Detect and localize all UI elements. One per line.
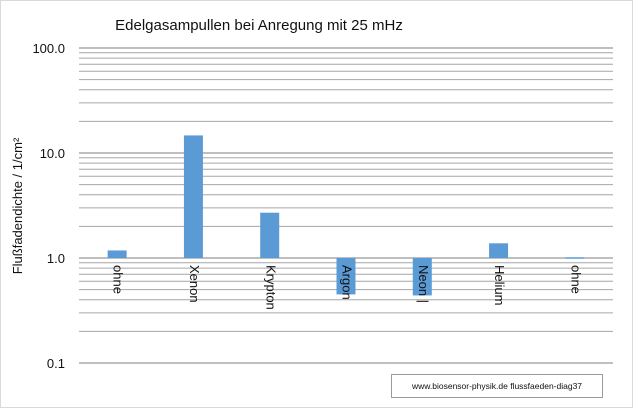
category-label: Xenon [187,265,202,303]
y-axis-label: Flußfadendichte / 1/cm² [10,137,25,274]
bar-2 [183,135,203,258]
bar-5 [412,258,432,296]
y-tick-label: 0.1 [47,356,65,371]
bar-4 [336,258,356,295]
category-label: ohne [111,265,126,294]
category-label: Neon | [416,265,431,303]
y-tick-label: 1.0 [47,251,65,266]
bar-6 [489,243,509,258]
bar-7 [565,257,585,259]
y-tick-labels: 100.0 10.0 1.0 0.1 [32,41,65,371]
source-note: www.biosensor-physik.de flussfaeden-diag… [391,374,603,398]
bars [107,135,585,296]
category-label: Helium [492,265,507,305]
category-label: ohne [568,265,583,294]
gridlines [79,47,613,364]
y-tick-label: 10.0 [40,146,65,161]
category-label: Krypton [263,265,278,310]
category-label: Argon [340,265,355,300]
chart-title: Edelgasampullen bei Anregung mit 25 mHz [115,17,403,34]
y-tick-label: 100.0 [32,41,65,56]
category-labels: ohne Xenon Krypton Argon Neon | Helium ohne [111,265,584,310]
bar-3 [260,212,280,258]
bar-1 [107,250,127,258]
